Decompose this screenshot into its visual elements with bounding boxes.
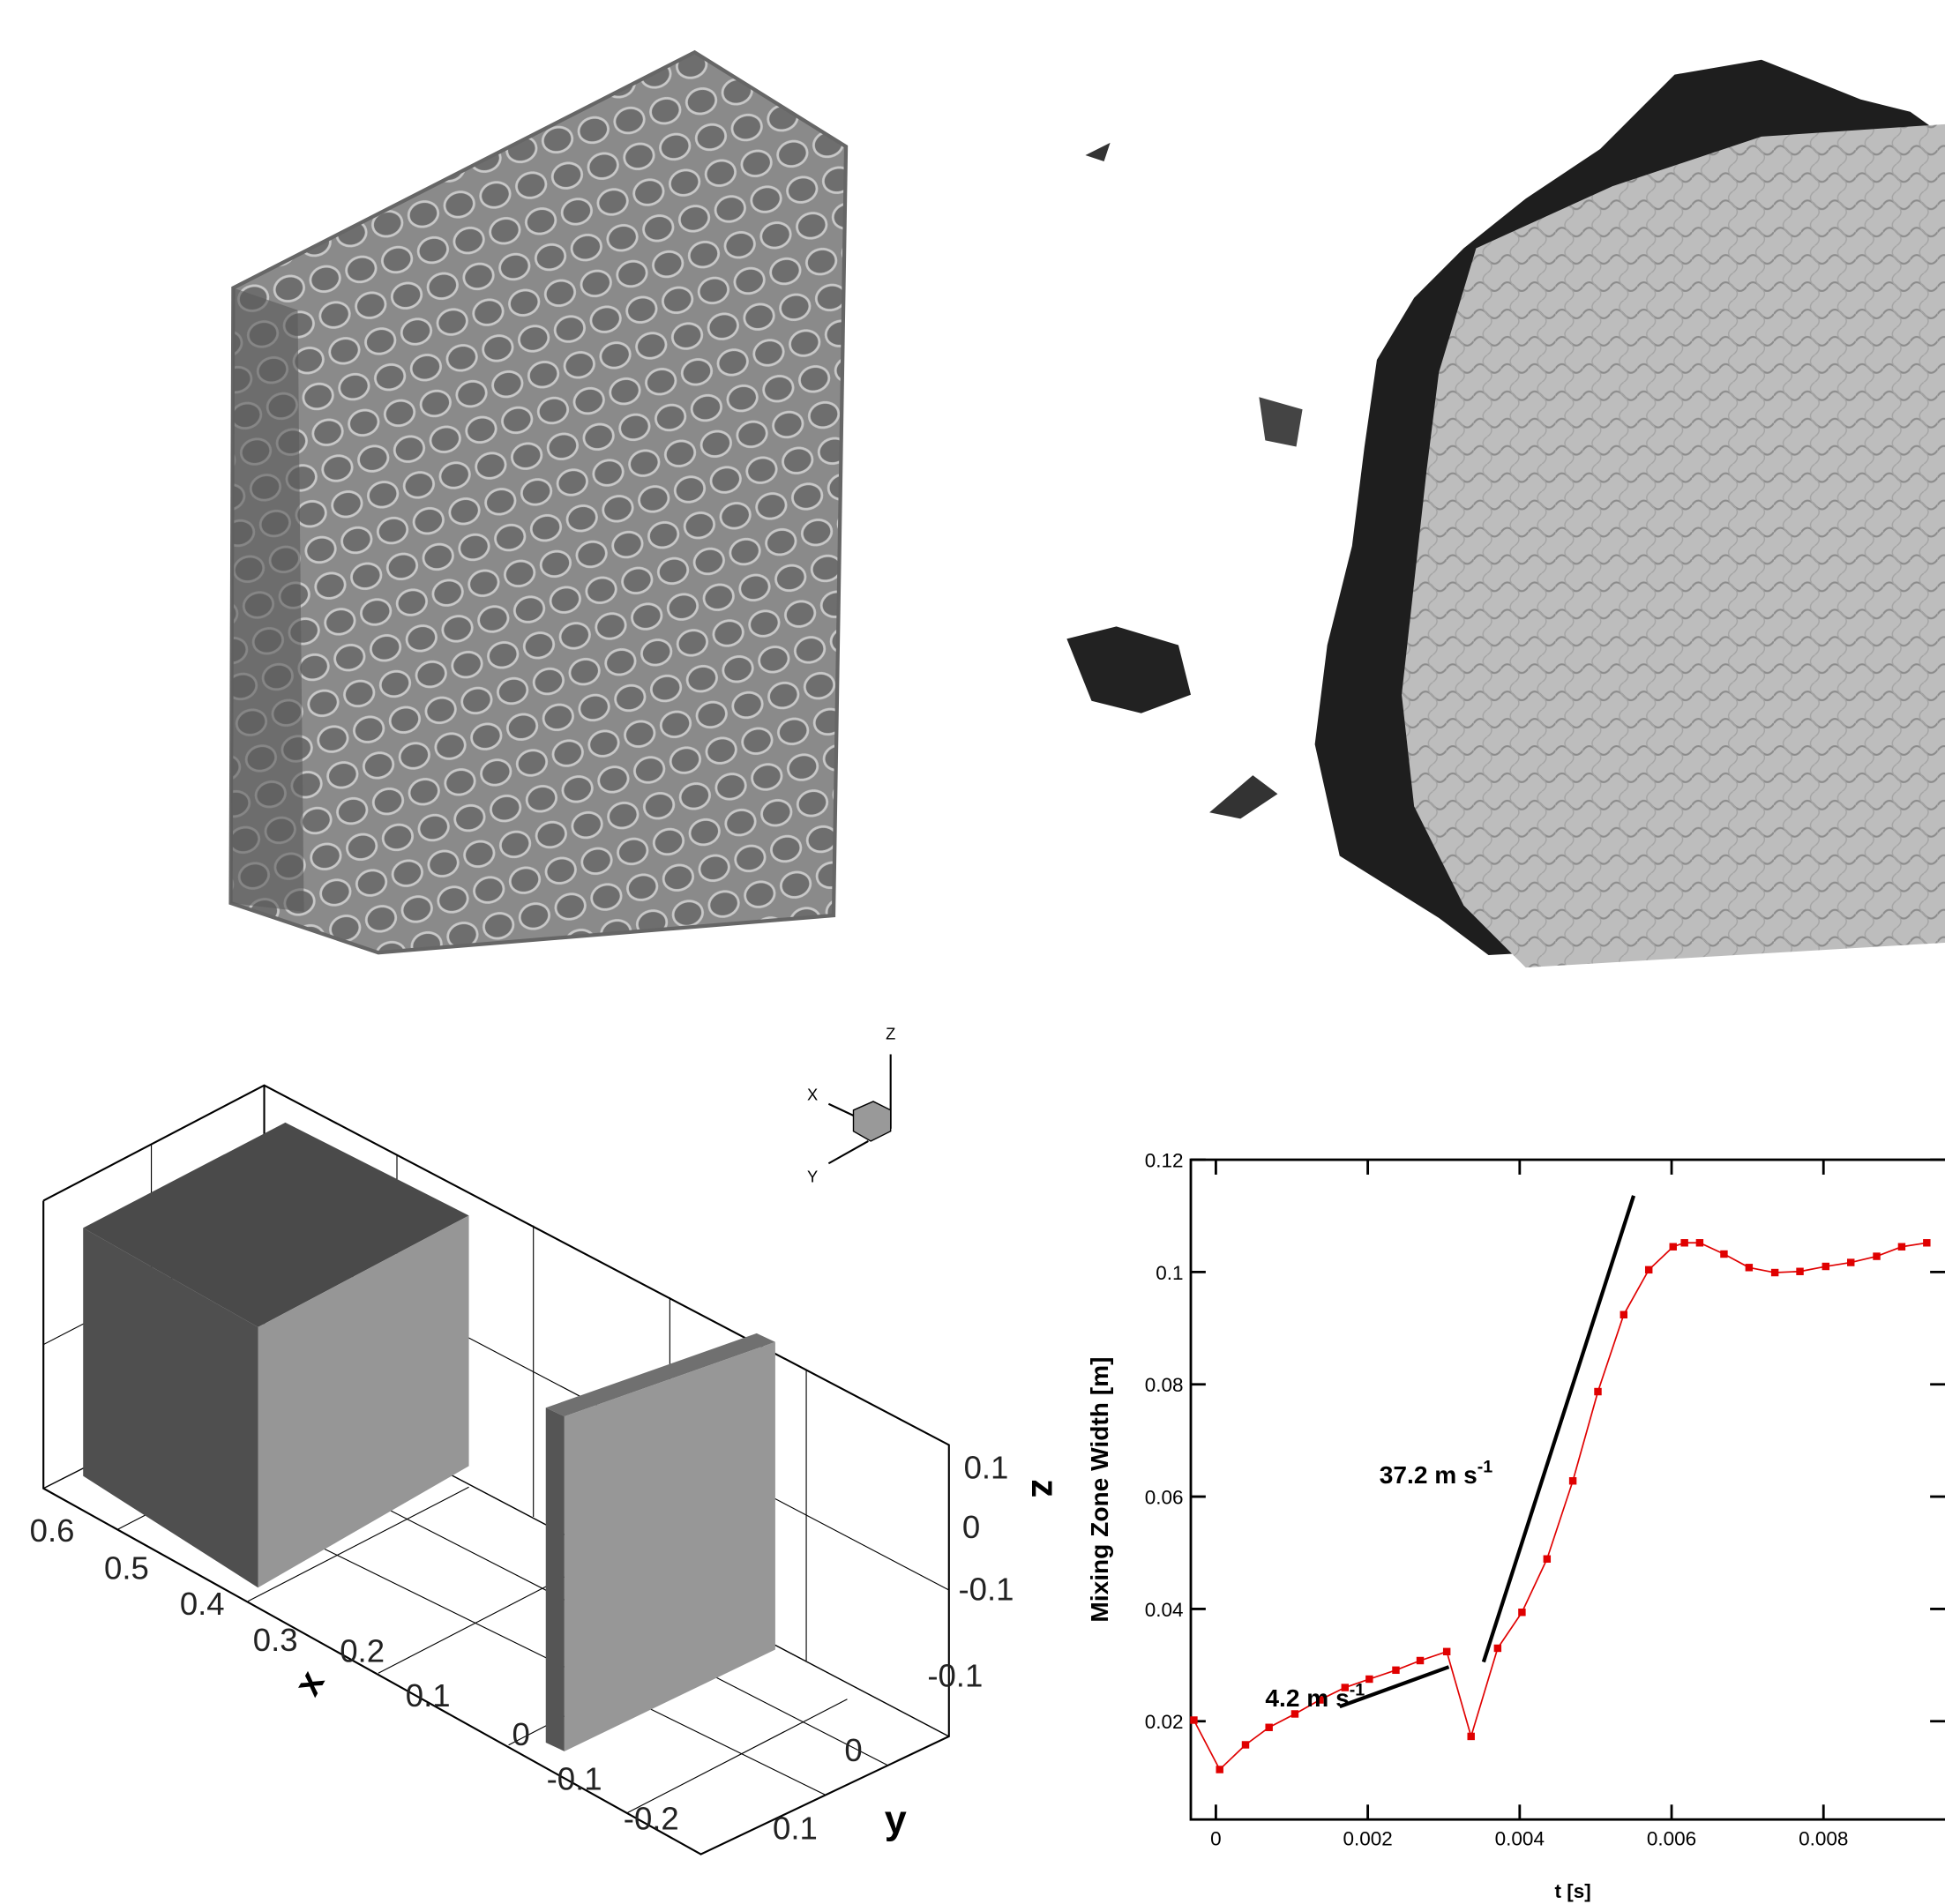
turbulent-render <box>1066 60 1945 967</box>
data-point <box>1518 1609 1525 1616</box>
x-tick-label: 0.4 <box>180 1586 225 1622</box>
data-point <box>1392 1667 1399 1674</box>
data-point <box>1720 1251 1727 1258</box>
x-tick-label: 0.008 <box>1799 1828 1848 1850</box>
data-point <box>1417 1657 1424 1664</box>
data-point <box>1898 1243 1905 1251</box>
x-tick-label: 0.1 <box>406 1677 451 1714</box>
annotation: 4.2 m s-1 <box>1265 1681 1365 1713</box>
x-tick-label: 0.3 <box>253 1622 298 1658</box>
annotation-sup: -1 <box>1477 1457 1493 1476</box>
y-tick-label: 0.08 <box>1145 1374 1184 1396</box>
z-tick-label: -0.1 <box>958 1571 1014 1607</box>
x-axis-label: x <box>286 1663 333 1702</box>
data-point <box>1771 1269 1778 1276</box>
data-point <box>1594 1388 1601 1395</box>
x-tick-label: -0.1 <box>547 1760 602 1796</box>
y-tick-label: 0.06 <box>1145 1487 1184 1509</box>
annotation: 37.2 m s-1 <box>1380 1457 1493 1489</box>
data-point <box>1216 1766 1223 1773</box>
data-point <box>1544 1556 1551 1563</box>
x-tick-label: 0 <box>512 1716 529 1752</box>
data-point <box>1696 1239 1703 1246</box>
fit-line <box>1484 1196 1634 1662</box>
y-axis-label: Mixing Zone Width [m] <box>1086 1357 1113 1623</box>
data-point <box>1847 1258 1854 1266</box>
data-point <box>1796 1268 1803 1275</box>
data-point <box>1923 1239 1930 1246</box>
data-point <box>1645 1266 1652 1273</box>
x-tick-label: 0.004 <box>1495 1828 1545 1850</box>
x-tick-label: 0.006 <box>1647 1828 1696 1850</box>
y-tick-label: 0.12 <box>1145 1149 1184 1171</box>
y-tick-label: 0 <box>844 1732 862 1768</box>
z-axis-label: z <box>1024 1479 1066 1497</box>
annotation-text: 4.2 m s <box>1265 1684 1349 1712</box>
y-tick-label: 0.1 <box>773 1811 818 1847</box>
x-axis-label: t [s] <box>1555 1880 1591 1902</box>
y-tick-label: 0.1 <box>1156 1262 1183 1284</box>
x-tick-label: 0 <box>1210 1828 1222 1850</box>
plot-frame <box>1191 1160 1945 1819</box>
x-tick-label: 0.5 <box>104 1549 149 1586</box>
z-tick-label: 0.1 <box>964 1449 1009 1485</box>
data-point <box>1468 1733 1475 1740</box>
bubble-render <box>231 52 847 952</box>
data-point <box>1746 1264 1753 1271</box>
y-tick-label: 0.02 <box>1145 1711 1184 1733</box>
x-tick-label: 0.002 <box>1343 1828 1392 1850</box>
x-tick-label: 0.2 <box>340 1633 385 1669</box>
data-point <box>1494 1645 1501 1652</box>
data-point <box>1242 1741 1249 1748</box>
data-point <box>1822 1263 1829 1270</box>
data-point <box>1190 1716 1197 1723</box>
y-tick-label: 0.04 <box>1145 1599 1184 1621</box>
annotation-text: 37.2 m s <box>1380 1461 1477 1489</box>
axis-triad <box>828 1055 890 1164</box>
data-point <box>1620 1311 1627 1318</box>
x-tick-label: -0.2 <box>624 1800 679 1836</box>
figure: t [s] Mixing Zone Width [m] 0.6 0.5 0.4 0.3… <box>0 0 1945 1904</box>
data-point <box>1873 1252 1880 1259</box>
triad-label: X <box>807 1086 818 1104</box>
y-axis-label: y <box>885 1797 907 1842</box>
data-point <box>1365 1676 1373 1683</box>
triad-label: Y <box>807 1167 818 1185</box>
z-tick-label: 0 <box>962 1509 980 1545</box>
x-tick-label: 0.6 <box>30 1512 75 1549</box>
page: {"chart_data":[ {"type":"box3d", "xlabel… <box>0 0 1945 1904</box>
data-point <box>1569 1477 1576 1484</box>
y-tick-label: -0.1 <box>927 1658 983 1694</box>
annotation-sup: -1 <box>1350 1681 1365 1700</box>
data-point <box>1265 1724 1272 1731</box>
data-point <box>1443 1648 1450 1655</box>
data-point <box>1670 1243 1677 1251</box>
solid-blocks <box>83 1123 775 1751</box>
data-point <box>1680 1239 1687 1246</box>
triad-label: Z <box>886 1025 895 1043</box>
